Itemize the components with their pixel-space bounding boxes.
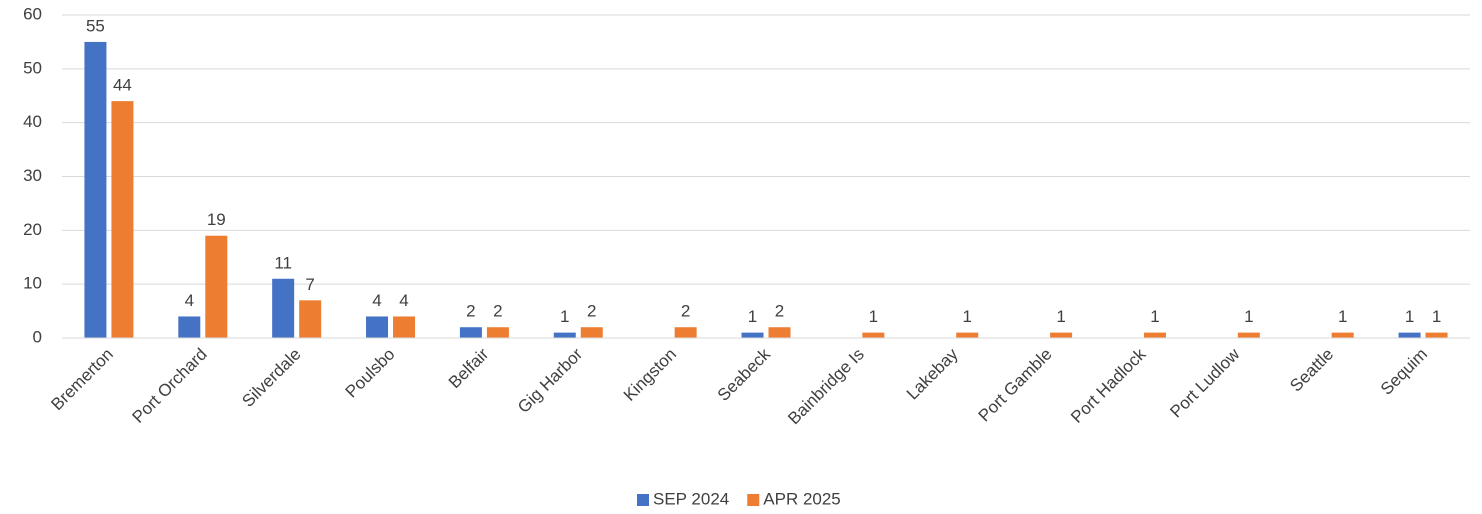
- bar: [1331, 332, 1354, 338]
- bar: [393, 316, 416, 338]
- bar: [459, 327, 482, 338]
- data-label: 4: [372, 291, 381, 310]
- data-label: 2: [466, 302, 475, 321]
- x-tick-label: Kingston: [620, 345, 680, 405]
- legend-label: APR 2025: [763, 489, 841, 508]
- data-label: 2: [681, 302, 690, 321]
- bar: [741, 332, 764, 338]
- x-tick-label: Silverdale: [238, 345, 304, 411]
- data-label: 1: [748, 307, 757, 326]
- data-label: 1: [1432, 307, 1441, 326]
- data-label: 1: [560, 307, 569, 326]
- x-tick-label: Seattle: [1286, 345, 1337, 396]
- data-label: 44: [113, 76, 132, 95]
- y-tick-label: 30: [23, 166, 42, 185]
- data-label: 1: [869, 307, 878, 326]
- data-label: 1: [1056, 307, 1065, 326]
- data-label: 1: [1405, 307, 1414, 326]
- y-tick-label: 60: [23, 4, 42, 23]
- legend-swatch: [747, 494, 760, 506]
- bar: [1143, 332, 1166, 338]
- data-label: 2: [775, 302, 784, 321]
- x-tick-label: Belfair: [445, 344, 493, 392]
- y-tick-label: 50: [23, 58, 42, 77]
- bar: [205, 235, 228, 338]
- bar: [553, 332, 576, 338]
- legend-swatch: [637, 494, 649, 506]
- x-tick-label: Gig Harbor: [514, 344, 586, 416]
- data-label: 4: [185, 291, 194, 310]
- x-tick-label: Bremerton: [47, 345, 117, 415]
- bar: [580, 327, 603, 338]
- data-label: 4: [399, 291, 408, 310]
- bar: [768, 327, 791, 338]
- x-tick-label: Port Ludlow: [1166, 344, 1243, 421]
- y-tick-label: 10: [23, 274, 42, 293]
- x-tick-label: Seabeck: [714, 344, 775, 405]
- data-label: 1: [962, 307, 971, 326]
- bar: [272, 278, 295, 338]
- data-label: 11: [274, 253, 292, 272]
- data-label: 1: [1338, 307, 1347, 326]
- bar: [178, 316, 201, 338]
- bar: [674, 327, 697, 338]
- x-tick-label: Port Orchard: [129, 345, 211, 427]
- bar: [1050, 332, 1073, 338]
- x-tick-label: Bainbridge Is: [784, 345, 868, 429]
- x-tick-label: Poulsbo: [342, 345, 399, 402]
- bar: [1237, 332, 1260, 338]
- legend-label: SEP 2024: [653, 489, 729, 508]
- bar: [862, 332, 885, 338]
- bar: [1425, 332, 1448, 338]
- x-tick-label: Lakebay: [903, 344, 962, 403]
- bar: [486, 327, 509, 338]
- data-label: 2: [587, 302, 596, 321]
- bar: [366, 316, 389, 338]
- data-label: 2: [493, 302, 502, 321]
- data-label: 1: [1150, 307, 1159, 326]
- bar: [84, 41, 107, 339]
- x-tick-label: Sequim: [1377, 345, 1431, 399]
- y-tick-label: 20: [23, 220, 42, 239]
- y-tick-label: 0: [33, 327, 42, 346]
- data-label: 19: [207, 210, 226, 229]
- y-tick-label: 40: [23, 112, 42, 131]
- bar: [299, 300, 322, 338]
- x-tick-label: Port Gamble: [975, 345, 1056, 426]
- data-label: 7: [305, 275, 314, 294]
- bar: [956, 332, 979, 338]
- x-tick-label: Port Hadlock: [1067, 344, 1150, 427]
- bar: [1398, 332, 1421, 338]
- bar: [111, 101, 134, 338]
- data-label: 55: [86, 16, 105, 35]
- data-label: 1: [1244, 307, 1253, 326]
